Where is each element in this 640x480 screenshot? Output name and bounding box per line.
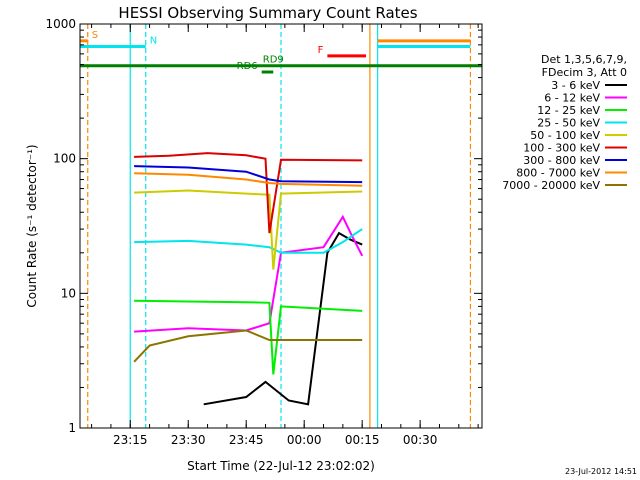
marker-label-f: F [318, 45, 324, 56]
series-line-6-12-kev [134, 214, 364, 333]
legend-label-300-800-kev: 300 - 800 keV [523, 154, 600, 167]
marker-label-s: S [92, 30, 98, 41]
legend-label-12-25-kev: 12 - 25 keV [537, 104, 600, 117]
x-tick-label-00-30: 00:30 [403, 433, 438, 447]
x-tick-label-00-15: 00:15 [345, 433, 380, 447]
x-tick-label-23-45: 23:45 [229, 433, 264, 447]
timestamp: 23-Jul-2012 14:51 [565, 467, 637, 476]
legend-label-800-7000-kev: 800 - 7000 keV [516, 167, 600, 180]
x-tick-label-00-00: 00:00 [287, 433, 322, 447]
y-axis-label: Count Rate (s⁻¹ detector⁻¹) [25, 144, 39, 307]
series-line-7000-20000-kev [133, 329, 363, 363]
legend-label-50-100-kev: 50 - 100 keV [530, 129, 600, 142]
series-line-800-7000-kev [134, 172, 363, 187]
legend: Det 1,3,5,6,7,9,FDecim 3, Att 03 - 6 keV… [502, 53, 627, 192]
x-tick-label-23-15: 23:15 [113, 433, 148, 447]
marker-label-rd6: RD6 [237, 61, 258, 72]
x-tick-label-23-30: 23:30 [171, 433, 206, 447]
y-tick-label-10: 10 [61, 286, 76, 300]
series-line-300-800-kev [134, 165, 363, 184]
legend-header-1: Det 1,3,5,6,7,9, [541, 53, 627, 66]
axes: 23:15 23:30 23:45 00:00 00:15 00:30 1 10 100 1000 [45, 17, 482, 447]
legend-label-25-50-kev: 25 - 50 keV [537, 117, 600, 130]
series-line-100-300-kev [134, 152, 363, 234]
plot-frame [79, 23, 483, 429]
x-axis-label: Start Time (22-Jul-12 23:02:02) [187, 459, 375, 473]
y-tick-label-100: 100 [53, 152, 76, 166]
series-line-3-6-kev [203, 231, 363, 406]
marker-label-rd9: RD9 [263, 55, 284, 66]
y-tick-label-1000: 1000 [45, 17, 76, 31]
y-tick-label-1: 1 [68, 421, 76, 435]
series-line-50-100-kev [134, 189, 363, 270]
marker-label-n: N [150, 36, 157, 47]
legend-label-3-6-kev: 3 - 6 keV [551, 79, 600, 92]
legend-label-6-12-kev: 6 - 12 keV [544, 92, 600, 105]
legend-label-100-300-kev: 100 - 300 keV [523, 142, 600, 155]
legend-label-7000-20000-kev: 7000 - 20000 keV [502, 179, 600, 192]
legend-header-2: FDecim 3, Att 0 [542, 66, 627, 79]
series-line-12-25-kev [134, 299, 363, 375]
plot-data: S N F RD9 RD6 [80, 24, 482, 428]
chart-title: HESSI Observing Summary Count Rates [118, 4, 417, 22]
